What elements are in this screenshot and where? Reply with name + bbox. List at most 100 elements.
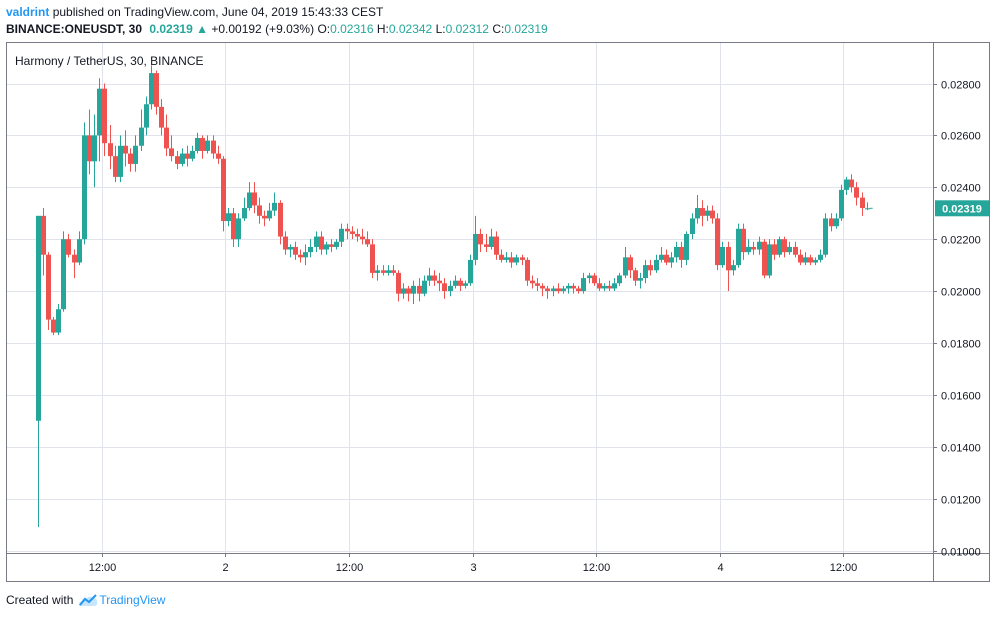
candle-up	[375, 270, 380, 273]
y-tick-label: 0.01400	[941, 443, 981, 455]
publish-text: published on TradingView.com, June 04, 2…	[52, 5, 384, 19]
candle-down	[854, 187, 859, 198]
candle-down	[520, 257, 525, 260]
candle-up	[823, 218, 828, 255]
candle-down	[370, 244, 375, 273]
candle-down	[406, 288, 411, 294]
low-value: 0.02312	[445, 22, 489, 36]
candle-down	[664, 254, 669, 263]
candle-up	[731, 265, 736, 271]
candle-up	[587, 275, 592, 279]
candle-down	[530, 280, 535, 284]
candle-up	[551, 288, 556, 292]
high-label: H:	[376, 22, 389, 36]
symbol-label: BINANCE:ONEUSDT, 30	[6, 22, 143, 36]
created-with-label: Created with	[6, 593, 74, 607]
candle-down	[123, 145, 128, 154]
chart-title: Harmony / TetherUS, 30, BINANCE	[15, 54, 204, 68]
candle-down	[700, 208, 705, 216]
candle-up	[272, 202, 277, 211]
candle-down	[478, 233, 483, 245]
candle-down	[484, 244, 489, 247]
candle-up	[448, 285, 453, 292]
candle-down	[798, 254, 803, 263]
candle-down	[726, 246, 731, 271]
candle-down	[432, 275, 437, 281]
candle-down	[829, 218, 834, 227]
candle-up	[180, 153, 185, 164]
candle-up	[56, 309, 61, 333]
candle-up	[839, 189, 844, 219]
last-price-tag-label: 0.02319	[942, 203, 982, 215]
author-link[interactable]: valdrint	[6, 5, 50, 19]
y-tick-label: 0.02400	[941, 183, 981, 195]
candle-up	[463, 283, 468, 286]
candle-down	[576, 288, 581, 292]
candle-down	[391, 270, 396, 273]
x-tick-label: 2	[222, 562, 228, 574]
y-tick-label: 0.01600	[941, 391, 981, 403]
candle-down	[221, 158, 226, 222]
candle-up	[242, 208, 247, 219]
candle-down	[200, 137, 205, 151]
candle-down	[257, 205, 262, 216]
candle-down	[46, 254, 51, 320]
price-axis[interactable]: 0.02800 0.02600 0.02400 0.02200 0.02000 0.018…	[933, 80, 981, 559]
up-arrow-icon: ▲	[196, 22, 208, 36]
candle-up	[695, 208, 700, 219]
candle-up	[813, 259, 818, 263]
candle-up	[623, 257, 628, 276]
candle-up	[659, 254, 664, 260]
candle-up	[205, 140, 210, 151]
candle-up	[97, 88, 102, 136]
candle-down	[535, 283, 540, 286]
candle-up	[195, 137, 200, 151]
candle-down	[556, 288, 561, 292]
candle-down	[525, 259, 530, 281]
tradingview-logo[interactable]: TradingView	[77, 593, 165, 607]
candle-up	[736, 228, 741, 266]
y-tick-label: 0.02800	[941, 80, 981, 92]
candle-down	[592, 275, 597, 284]
y-tick-label: 0.02000	[941, 287, 981, 299]
candle-up	[149, 73, 154, 105]
y-tick-label: 0.01800	[941, 339, 981, 351]
candle-up	[638, 278, 643, 281]
candle-down	[319, 236, 324, 250]
candle-up	[118, 145, 123, 177]
candle-down	[252, 192, 257, 206]
candle-up	[777, 239, 782, 255]
time-axis[interactable]: 12:00 2 12:00 3 12:00 4 12:00	[89, 553, 858, 574]
candle-up	[834, 218, 839, 227]
candle-down	[365, 239, 370, 245]
candle-up	[504, 257, 509, 260]
candle-down	[648, 265, 653, 271]
candle-up	[77, 239, 82, 263]
candle-down	[298, 254, 303, 258]
candle-down	[597, 283, 602, 289]
x-tick-label: 12:00	[583, 562, 611, 574]
candle-up	[643, 265, 648, 279]
candle-up	[288, 246, 293, 250]
footer: Created with TradingView	[6, 593, 165, 607]
y-tick-label: 0.02600	[941, 131, 981, 143]
candle-up	[36, 215, 41, 421]
candle-down	[396, 272, 401, 294]
high-value: 0.02342	[388, 22, 433, 36]
tradingview-brand: TradingView	[99, 593, 166, 607]
candle-down	[782, 239, 787, 253]
x-tick-label: 12:00	[830, 562, 858, 574]
candle-down	[216, 153, 221, 159]
close-value: 0.02319	[504, 22, 548, 36]
candle-up	[787, 246, 792, 253]
candle-down	[113, 156, 118, 177]
candle-up	[401, 288, 406, 294]
candle-down	[345, 228, 350, 232]
candle-up	[324, 244, 329, 250]
candle-up	[82, 135, 87, 240]
candle-down	[710, 210, 715, 219]
candle-up	[669, 257, 674, 263]
candle-down	[164, 127, 169, 149]
x-tick-label: 12:00	[89, 562, 117, 574]
